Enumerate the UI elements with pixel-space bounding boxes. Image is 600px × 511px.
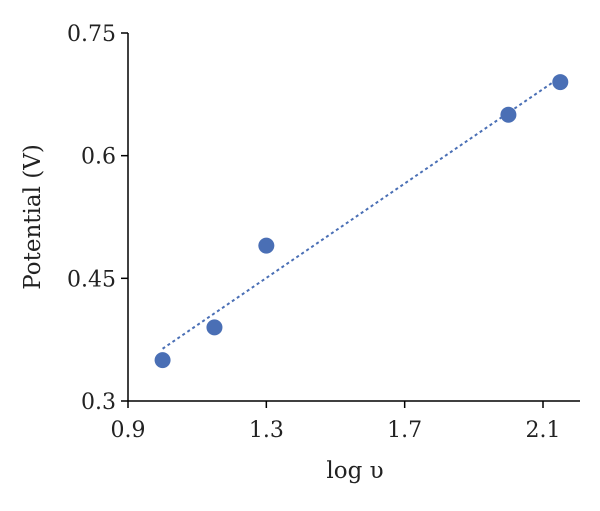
x-tick-label: 1.7 <box>387 418 422 443</box>
data-point <box>154 352 171 369</box>
data-point <box>552 74 569 91</box>
x-tick-label: 1.3 <box>249 418 284 443</box>
data-point <box>258 237 275 254</box>
data-point <box>500 106 517 123</box>
trendline-layer <box>162 76 561 350</box>
y-tick-label: 0.3 <box>81 390 116 415</box>
y-tick-label: 0.6 <box>81 145 116 170</box>
y-axis-ticks: 0.3 0.45 0.6 0.75 <box>67 22 128 415</box>
data-point <box>206 319 223 336</box>
plot-area: 0.3 0.45 0.6 0.75 0.9 1.3 1.7 2.1 <box>67 22 580 443</box>
y-tick-label: 0.75 <box>67 22 116 47</box>
x-axis-title: log υ <box>326 458 383 484</box>
x-axis-ticks: 0.9 1.3 1.7 2.1 <box>111 401 561 443</box>
x-tick-label: 2.1 <box>526 418 561 443</box>
y-tick-label: 0.45 <box>67 267 116 292</box>
x-tick-label: 0.9 <box>111 418 146 443</box>
y-axis-title: Potential (V) <box>20 144 46 290</box>
data-points-layer <box>154 74 569 369</box>
trendline <box>162 76 561 350</box>
